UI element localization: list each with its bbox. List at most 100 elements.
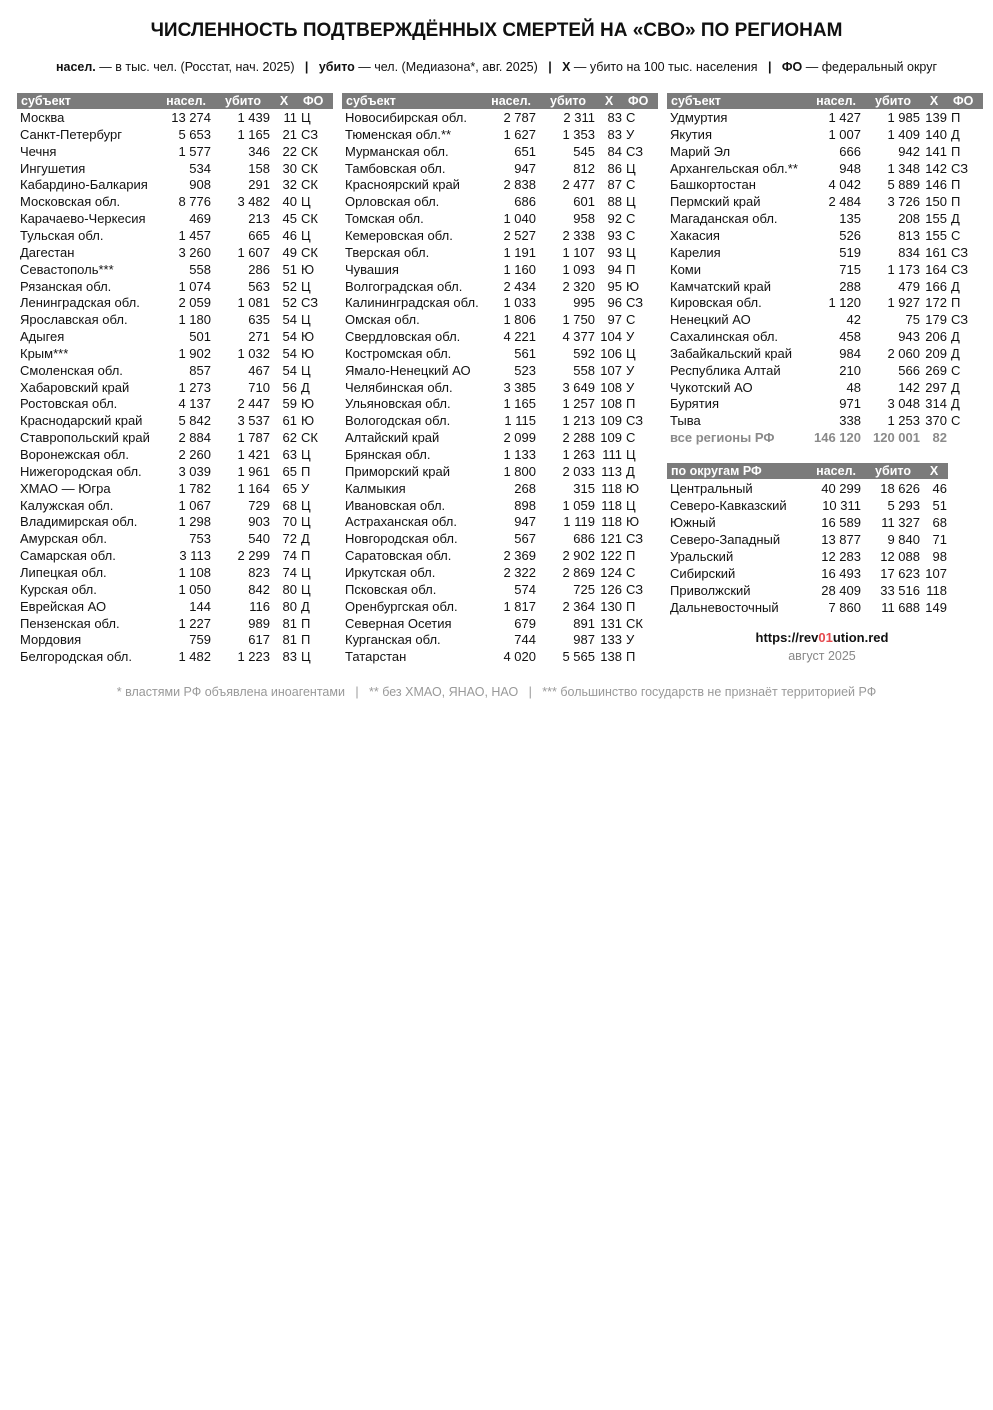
cell-x: 84 [607, 143, 622, 159]
header-bar [667, 463, 948, 479]
cell-name: Новгородская обл. [345, 531, 458, 547]
cell-x: 139 [925, 110, 947, 125]
cell-x: 52 [282, 278, 297, 294]
cell-killed: 116 [249, 598, 270, 614]
cell-name: Саратовская обл. [345, 548, 452, 564]
cell-killed: 958 [573, 211, 595, 227]
cell-x: 45 [282, 211, 297, 227]
cell-name: Санкт-Петербург [20, 126, 122, 142]
cell-pop: 2 059 [178, 295, 211, 311]
x-bar [0, 375, 5, 390]
cell-fo: С [626, 177, 636, 193]
cell-killed: 2 364 [562, 598, 595, 614]
x-bar [0, 840, 8, 855]
cell-x: 93 [607, 227, 622, 243]
cell-pop: 288 [839, 278, 861, 294]
x-bar [0, 930, 8, 945]
cell-killed: 33 516 [880, 583, 920, 598]
cell-killed: 5 565 [562, 649, 595, 665]
cell-x: 109 [600, 430, 622, 446]
x-bar [0, 135, 3, 150]
cell-x: 209 [925, 345, 947, 361]
cell-x: 93 [607, 244, 622, 260]
cell-killed: 710 [248, 379, 270, 395]
cell-fo: Ц [626, 160, 636, 176]
cell-killed: 2 311 [563, 110, 595, 125]
cell-killed: 2 338 [562, 227, 595, 243]
cell-x: 98 [932, 549, 947, 564]
cell-name: Дальневосточный [670, 600, 779, 615]
cell-x: 179 [925, 312, 947, 328]
cell-name: Кировская обл. [670, 295, 762, 311]
cell-name: Ивановская обл. [345, 497, 446, 513]
cell-fo: Ц [301, 312, 311, 328]
cell-name: Мордовия [20, 632, 82, 648]
cell-name: Южный [670, 515, 716, 530]
cell-fo: Ц [301, 447, 311, 462]
x-bar [0, 1110, 10, 1125]
cell-killed: 2 033 [562, 463, 595, 479]
cell-killed: 3 482 [237, 194, 270, 210]
cell-name: Чечня [20, 143, 57, 159]
cell-x: 83 [607, 110, 622, 125]
x-bar [0, 1245, 20, 1260]
x-bar [0, 795, 7, 810]
cell-name: Амурская обл. [20, 531, 107, 547]
cell-killed: 601 [573, 194, 595, 210]
x-bar [0, 1080, 10, 1095]
date: август 2025 [788, 649, 856, 663]
cell-x: 118 [926, 583, 947, 598]
x-bar [0, 870, 8, 885]
cell-name: Ульяновская обл. [345, 396, 451, 412]
cell-pop: 28 409 [821, 583, 861, 598]
cell-killed: 1 421 [237, 447, 270, 462]
x-bar [0, 1125, 11, 1140]
cell-x: 68 [282, 497, 297, 513]
cell-fo: Ц [626, 345, 636, 361]
cell-pop: 1 577 [178, 143, 211, 159]
cell-fo: СЗ [626, 531, 644, 547]
cell-pop: 2 099 [503, 430, 536, 446]
legend-text: — чел. (Медиазона*, авг. 2025) [354, 60, 538, 74]
cell-name: Алтайский край [345, 430, 440, 446]
cell-x: 138 [600, 649, 622, 665]
cell-fo: П [626, 548, 636, 564]
cell-pop: 5 653 [178, 126, 211, 142]
cell-killed: 1 439 [237, 110, 270, 125]
legend-separator: | [767, 60, 772, 74]
cell-killed: 665 [248, 227, 270, 243]
cell-x: 21 [282, 126, 297, 142]
x-bar [0, 1140, 11, 1155]
cell-pop: 1 627 [503, 126, 536, 142]
cell-name: Челябинская обл. [345, 379, 453, 395]
cell-x: 126 [600, 581, 622, 597]
cell-x: 133 [600, 632, 622, 648]
cell-x: 118 [601, 514, 622, 530]
x-bar [0, 645, 6, 660]
cell-killed: 3 726 [887, 194, 920, 210]
cell-fo: Ю [626, 480, 640, 496]
cell-pop: 135 [839, 211, 861, 227]
x-bar [0, 735, 7, 750]
x-bar [0, 1065, 10, 1080]
cell-x: 82 [932, 430, 947, 446]
x-bar [0, 825, 8, 840]
x-bar [0, 300, 4, 315]
cell-pop: 947 [514, 514, 536, 530]
cell-killed: 812 [573, 160, 595, 176]
header-killed: убито [225, 94, 261, 108]
x-bar [0, 165, 3, 180]
cell-fo: СЗ [626, 413, 644, 429]
url-part: ution.red [832, 630, 889, 645]
x-bar [0, 1335, 5, 1350]
cell-x: 80 [282, 598, 297, 614]
cell-x: 83 [282, 649, 297, 665]
cell-fo: СК [301, 244, 318, 260]
cell-pop: 898 [514, 497, 536, 513]
cell-name: Марий Эл [670, 143, 731, 159]
cell-name: Московская обл. [20, 194, 121, 210]
cell-killed: 291 [248, 177, 270, 193]
cell-killed: 12 088 [880, 549, 920, 564]
x-bar [0, 1260, 24, 1275]
